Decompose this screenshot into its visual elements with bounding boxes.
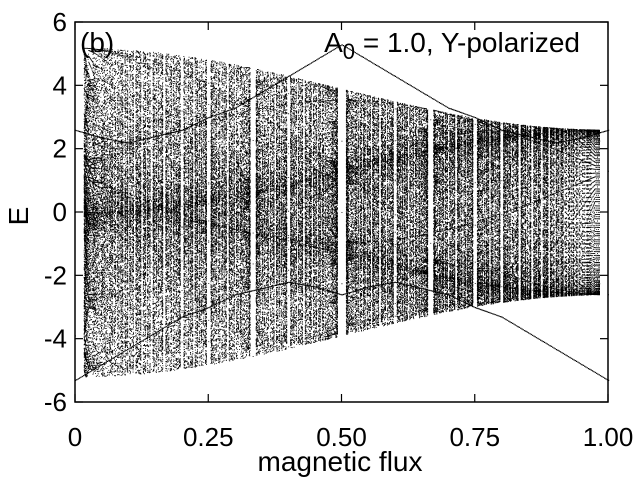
annotation-suffix: = 1.0, Y-polarized <box>355 27 580 58</box>
y-tick-label: 6 <box>53 7 67 37</box>
y-tick-label: -6 <box>44 387 67 417</box>
spectrum-dots <box>75 44 610 381</box>
y-tick-label: -2 <box>44 260 67 290</box>
x-tick-label: 0.25 <box>183 422 234 452</box>
x-tick-labels: 0 0.25 0.50 0.75 1.00 <box>68 422 634 452</box>
spectrum-points <box>75 44 610 381</box>
y-tick-label: 4 <box>53 70 67 100</box>
x-tick-label: 0.75 <box>449 422 500 452</box>
axis-ticks <box>74 21 609 403</box>
annotation-prefix: A <box>324 27 343 58</box>
x-axis-title: magnetic flux <box>258 446 423 477</box>
y-tick-label: -4 <box>44 324 67 354</box>
x-tick-label: 1.00 <box>583 422 634 452</box>
y-tick-label: 2 <box>53 134 67 164</box>
annotation-subscript: 0 <box>343 39 355 64</box>
y-axis-title: E <box>3 207 34 226</box>
panel-label: (b) <box>80 27 114 58</box>
annotation-text: A0 = 1.0, Y-polarized <box>324 27 580 64</box>
y-tick-label: 0 <box>53 197 67 227</box>
x-tick-label: 0 <box>68 422 82 452</box>
x-tick-label: 0.50 <box>316 422 367 452</box>
y-tick-labels: -6 -4 -2 0 2 4 6 <box>44 7 67 417</box>
